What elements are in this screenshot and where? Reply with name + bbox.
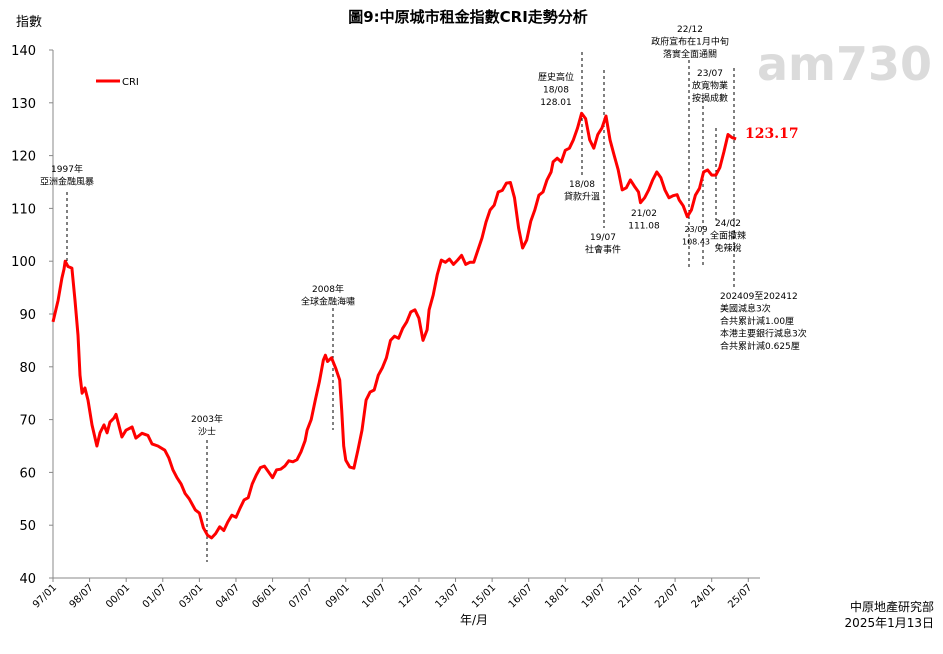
x-tick-label: 16/07 <box>507 582 535 610</box>
annotation-text: 18/08 <box>543 86 569 96</box>
annotation-text: 19/07 <box>590 233 616 243</box>
x-tick-label: 25/07 <box>726 582 754 610</box>
y-tick-label: 120 <box>11 150 36 165</box>
x-tick-label: 21/01 <box>616 582 644 610</box>
legend: CRI <box>96 77 139 88</box>
x-tick-label: 98/07 <box>68 582 96 610</box>
x-tick-label: 12/01 <box>397 582 425 610</box>
annotation-text: 23/09 <box>684 225 707 234</box>
x-tick-label: 22/07 <box>653 582 681 610</box>
annotation-text: 美國減息3次 <box>720 303 771 315</box>
annotation-text: 1997年 <box>51 163 83 175</box>
x-tick-label: 01/07 <box>141 582 169 610</box>
y-tick-label: 130 <box>11 97 36 112</box>
x-tick-label: 10/07 <box>360 582 388 610</box>
annotation-text: 放寬物業 <box>692 80 728 92</box>
annotation-text: 本港主要銀行減息3次 <box>720 328 807 340</box>
y-tick-label: 140 <box>11 44 36 59</box>
y-tick-label: 40 <box>19 572 36 587</box>
date-label: 2025年1月13日 <box>845 616 934 630</box>
annotation-text: 202409至202412 <box>720 291 798 302</box>
annotation-text: 18/08 <box>569 180 595 190</box>
x-tick-label: 07/07 <box>287 582 315 610</box>
annotation-text: 亞洲金融風暴 <box>40 176 94 188</box>
annotation-text: 貸款升溫 <box>564 191 600 203</box>
x-tick-label: 04/07 <box>214 582 242 610</box>
y-tick-label: 100 <box>11 255 36 270</box>
watermark-logo: am730 <box>757 37 932 91</box>
y-axis-title: 指數 <box>16 15 42 30</box>
annotation-text: 合共累計減0.625厘 <box>720 340 800 352</box>
annotation: 21/02 111.08 <box>628 209 660 232</box>
y-tick-label: 80 <box>19 361 36 376</box>
x-tick-label: 15/01 <box>470 582 498 610</box>
annotation-text: 128.01 <box>540 98 572 108</box>
annotation: 202409至202412美國減息3次合共累計減1.00厘本港主要銀行減息3次合… <box>720 68 807 352</box>
source-label: 中原地產研究部 <box>850 599 934 614</box>
annotation-text: 歷史高位 <box>538 71 574 83</box>
x-tick-label: 03/01 <box>177 582 205 610</box>
last-value-label: 123.17 <box>745 126 799 142</box>
cri-line <box>51 111 737 540</box>
annotation-text: 108.43 <box>682 238 710 247</box>
annotation-text: 免辣稅 <box>714 242 741 254</box>
y-tick-label: 90 <box>19 308 36 323</box>
x-tick-label: 19/07 <box>580 582 608 610</box>
annotation-text: 21/02 <box>631 209 657 219</box>
x-tick-label: 06/01 <box>251 582 279 610</box>
x-tick-label: 24/01 <box>690 582 718 610</box>
annotation-text: 社會事件 <box>585 244 621 256</box>
annotation-text: 沙士 <box>198 426 216 438</box>
annotation-text: 2003年 <box>191 413 223 425</box>
x-tick-label: 13/07 <box>433 582 461 610</box>
annotation: 23/09 108.43 <box>682 225 710 247</box>
x-tick-label: 09/01 <box>324 582 352 610</box>
legend-label-cri: CRI <box>122 77 139 88</box>
y-tick-label: 110 <box>11 202 36 217</box>
annotation-text: 合共累計減1.00厘 <box>720 315 794 327</box>
annotation-text: 111.08 <box>628 222 660 232</box>
annotation-text: 2008年 <box>312 283 344 295</box>
x-tick-label: 18/01 <box>543 582 571 610</box>
y-tick-label: 60 <box>19 466 36 481</box>
annotation-text: 22/12 <box>677 25 703 35</box>
chart-title: 圖9:中原城市租金指數CRI走勢分析 <box>348 8 588 26</box>
annotation-text: 24/02 <box>715 219 741 229</box>
annotation: 歷史高位 18/08 128.01 <box>538 52 583 175</box>
y-tick-label: 50 <box>19 519 36 534</box>
annotation-text: 政府宣布在1月中旬 <box>651 36 729 48</box>
y-tick-label: 70 <box>19 414 36 429</box>
annotation-text: 全面撤辣 <box>710 230 746 242</box>
annotation-text: 按揭成數 <box>692 92 728 104</box>
annotation-text: 23/07 <box>697 69 723 79</box>
annotation-text: 落實全面通關 <box>663 48 717 60</box>
x-tick-label: 00/01 <box>104 582 132 610</box>
annotation-text: 全球金融海嘯 <box>301 296 355 308</box>
x-axis-title: 年/月 <box>460 613 488 627</box>
svg-text:am730: am730 <box>757 37 932 91</box>
